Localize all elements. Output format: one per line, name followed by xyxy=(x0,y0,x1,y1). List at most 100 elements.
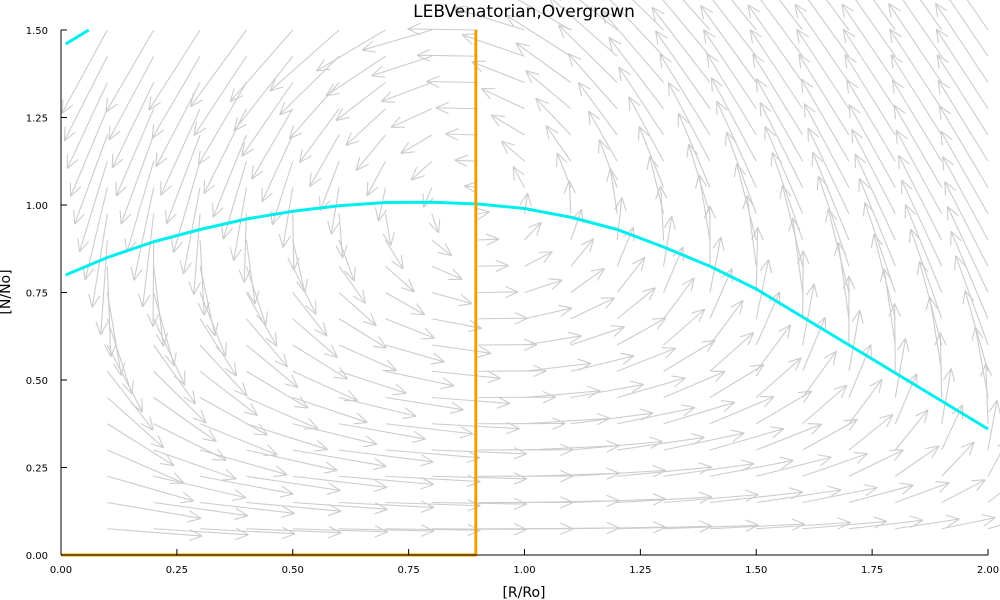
field-arrow xyxy=(309,134,340,187)
field-arrow xyxy=(229,187,247,262)
field-arrow xyxy=(987,492,1000,503)
field-arrow xyxy=(471,60,525,84)
field-arrow xyxy=(980,363,993,424)
field-arrow xyxy=(382,213,395,246)
field-arrow xyxy=(987,524,1000,530)
field-arrow xyxy=(751,227,764,293)
field-arrow xyxy=(505,14,572,57)
field-arrow xyxy=(950,230,989,319)
field-arrow xyxy=(971,326,989,398)
field-arrow xyxy=(454,154,479,167)
field-arrow xyxy=(111,82,155,169)
field-arrow xyxy=(199,370,258,417)
field-arrow xyxy=(385,344,445,365)
field-arrow xyxy=(545,125,572,162)
field-arrow xyxy=(703,205,717,267)
field-arrow xyxy=(245,239,260,305)
field-arrow xyxy=(104,266,117,358)
field-arrow xyxy=(199,344,248,397)
y-tick-label: 0.50 xyxy=(26,376,48,387)
field-arrow xyxy=(788,217,804,293)
field-arrow xyxy=(77,161,108,253)
field-arrow xyxy=(431,239,453,257)
series-line-0 xyxy=(65,200,989,431)
field-arrow xyxy=(663,459,755,477)
field-arrow xyxy=(246,344,299,389)
field-arrow xyxy=(246,475,341,495)
field-arrow xyxy=(709,456,794,477)
field-arrow xyxy=(895,129,943,215)
field-arrow xyxy=(941,368,956,424)
y-tick-label: 1.25 xyxy=(26,114,48,125)
field-arrow xyxy=(577,81,618,136)
field-arrow xyxy=(61,29,108,114)
field-arrow xyxy=(524,251,553,267)
field-arrow xyxy=(431,318,482,333)
field-arrow xyxy=(478,233,500,246)
field-arrow xyxy=(802,350,837,398)
field-arrow xyxy=(904,204,943,293)
field-arrow xyxy=(119,134,155,225)
field-arrow xyxy=(755,324,792,372)
field-arrow xyxy=(292,292,328,337)
field-arrow xyxy=(106,370,154,431)
field-arrow xyxy=(938,105,989,188)
field-arrow xyxy=(858,177,896,267)
field-arrow xyxy=(800,78,850,162)
field-arrow xyxy=(889,28,943,110)
field-arrow xyxy=(870,233,896,319)
field-arrow xyxy=(292,475,388,493)
field-arrow xyxy=(854,153,896,241)
field-arrow xyxy=(848,309,864,372)
x-tick-label: 2.00 xyxy=(977,565,999,576)
field-arrow xyxy=(431,497,528,511)
field-arrow xyxy=(390,108,433,128)
field-arrow xyxy=(445,128,479,141)
field-arrow xyxy=(385,370,455,390)
field-arrow xyxy=(798,53,850,136)
field-arrow xyxy=(153,527,249,541)
field-arrow xyxy=(941,479,986,503)
field-arrow xyxy=(617,375,686,399)
field-arrow xyxy=(107,423,175,467)
field-arrow xyxy=(846,79,896,162)
field-arrow xyxy=(755,77,804,162)
field-arrow xyxy=(422,187,435,208)
field-arrow xyxy=(570,352,635,372)
field-arrow xyxy=(616,317,667,346)
field-arrow xyxy=(895,481,950,504)
field-arrow xyxy=(651,6,711,83)
field-arrow xyxy=(461,33,525,57)
field-arrow xyxy=(706,53,757,136)
field-arrow xyxy=(251,108,294,180)
field-arrow xyxy=(512,166,525,188)
field-arrow xyxy=(709,518,806,531)
field-arrow xyxy=(563,180,577,214)
field-arrow xyxy=(862,202,896,293)
field-arrow xyxy=(73,134,108,225)
field-arrow xyxy=(524,278,563,294)
field-arrow xyxy=(246,370,309,409)
field-arrow xyxy=(558,24,618,83)
field-arrow xyxy=(663,370,726,399)
field-arrow xyxy=(816,175,850,267)
field-arrow xyxy=(107,475,195,504)
field-arrow xyxy=(292,318,338,359)
chart-title: LEBVenatorian,Overgrown xyxy=(413,2,635,22)
field-arrow xyxy=(153,344,197,405)
field-arrow xyxy=(380,81,432,103)
field-arrow xyxy=(431,265,463,281)
field-arrow xyxy=(355,134,386,172)
field-arrow xyxy=(385,318,436,340)
field-arrow xyxy=(802,283,818,346)
field-arrow xyxy=(944,181,989,267)
field-arrow xyxy=(632,0,664,31)
field-arrow xyxy=(663,215,676,267)
field-arrow xyxy=(756,423,823,451)
field-arrow xyxy=(63,56,108,142)
field-arrow xyxy=(807,0,850,57)
field-arrow xyxy=(710,77,757,162)
field-arrow xyxy=(452,5,525,31)
field-arrow xyxy=(165,134,201,225)
